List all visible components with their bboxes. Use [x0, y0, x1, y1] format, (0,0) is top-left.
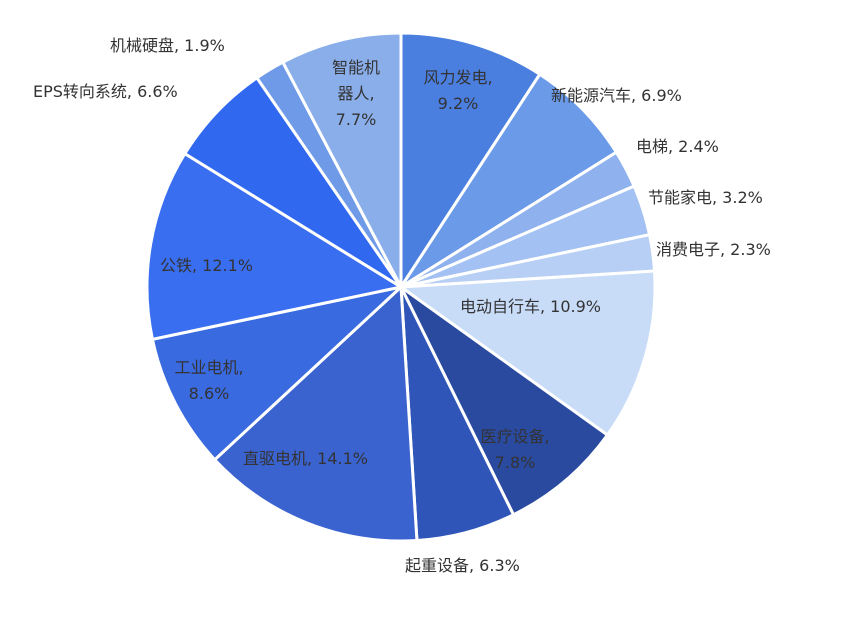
data-label: 电动自行车, 10.9%: [460, 297, 601, 316]
data-label: 智能机器人, 7.7%: [332, 58, 380, 129]
data-label: 电梯, 2.4%: [636, 137, 719, 156]
slice: [280, 31, 403, 288]
data-label-line: 电动自行车, 10.9%: [460, 297, 601, 316]
data-label: 工业电机, 8.6%: [174, 358, 243, 403]
data-label: 机械硬盘, 1.9%: [110, 36, 225, 55]
data-label-line: 9.2%: [438, 94, 479, 113]
data-label-line: 消费电子, 2.3%: [656, 240, 771, 259]
data-label: 风力发电, 9.2%: [423, 68, 492, 113]
data-label-line: 工业电机,: [174, 358, 243, 377]
data-label-line: 新能源汽车, 6.9%: [551, 86, 682, 105]
data-label-line: 7.8%: [495, 453, 536, 472]
data-label-line: 电梯, 2.4%: [636, 137, 719, 156]
data-label-line: 智能机: [332, 58, 380, 77]
slice: [399, 31, 542, 293]
data-label-line: 器人,: [337, 84, 374, 103]
slice: [399, 285, 610, 517]
data-label-line: EPS转向系统, 6.6%: [33, 82, 178, 101]
slice: [399, 72, 619, 289]
data-label-line: 机械硬盘, 1.9%: [110, 36, 225, 55]
slice: [150, 284, 406, 462]
data-label-line: 直驱电机, 14.1%: [243, 449, 368, 468]
data-label-line: 公铁, 12.1%: [160, 256, 253, 275]
data-label: 节能家电, 3.2%: [648, 188, 763, 207]
data-label-line: 节能家电, 3.2%: [648, 188, 763, 207]
data-label-line: 医疗设备,: [480, 427, 549, 446]
data-label-line: 7.7%: [336, 110, 377, 129]
data-label: 医疗设备, 7.8%: [480, 427, 549, 472]
slice: [396, 269, 657, 438]
data-label-line: 起重设备, 6.3%: [405, 556, 520, 575]
slice: [145, 151, 405, 342]
data-label-line: 8.6%: [189, 384, 230, 403]
data-label: 公铁, 12.1%: [160, 256, 253, 275]
data-label-line: 风力发电,: [423, 68, 492, 87]
data-label: EPS转向系统, 6.6%: [33, 82, 178, 101]
data-label: 直驱电机, 14.1%: [243, 449, 368, 468]
data-label: 起重设备, 6.3%: [405, 556, 520, 575]
data-label: 新能源汽车, 6.9%: [551, 86, 682, 105]
data-label: 消费电子, 2.3%: [656, 240, 771, 259]
slice: [212, 283, 419, 543]
